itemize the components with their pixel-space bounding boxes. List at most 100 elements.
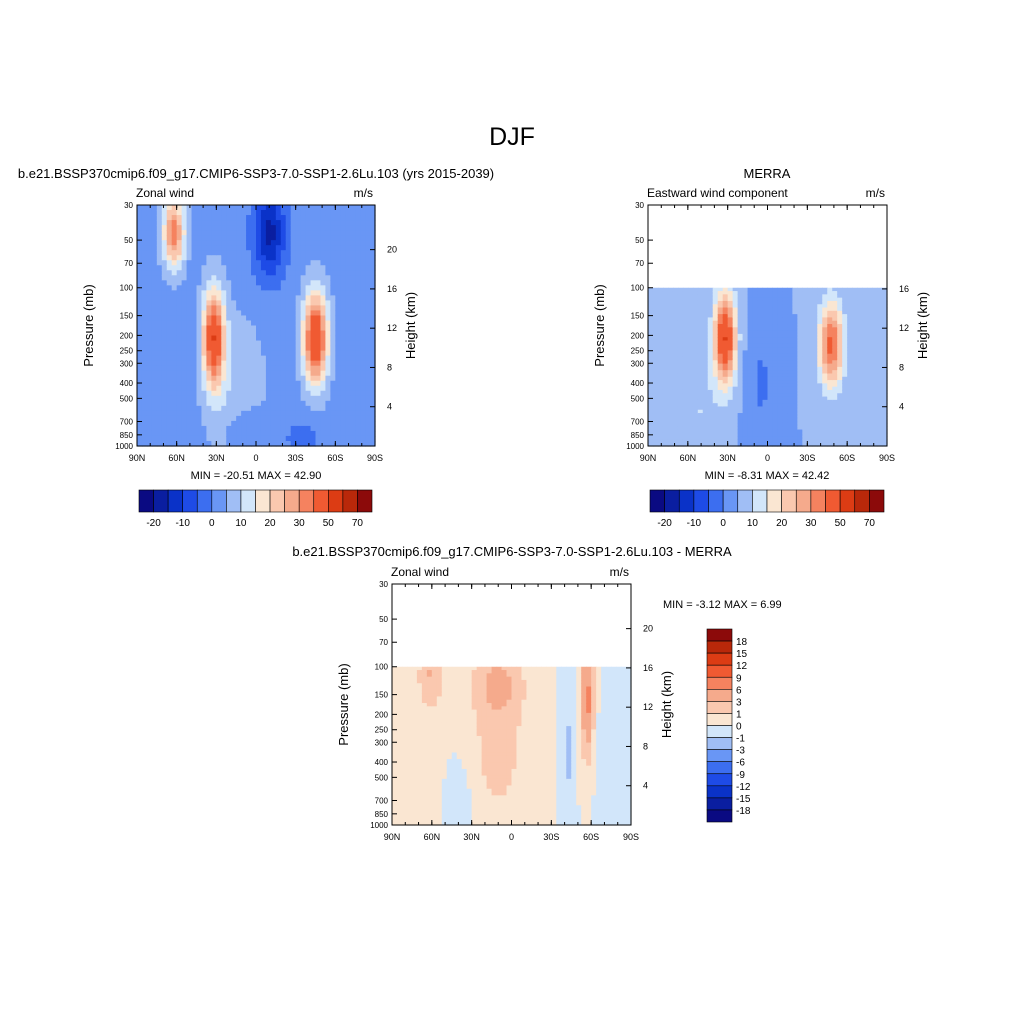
field-cell	[802, 366, 808, 371]
y-tick-label: 30	[635, 201, 644, 210]
field-cell	[161, 365, 168, 372]
field-cell	[231, 210, 237, 216]
field-cell	[762, 294, 769, 299]
field-cell	[251, 260, 257, 266]
field-cell	[662, 337, 669, 342]
field-cell	[270, 220, 277, 226]
field-cell	[211, 430, 217, 437]
left-string: Zonal wind	[136, 186, 194, 200]
field-cell	[712, 337, 719, 342]
field-cell	[251, 250, 257, 256]
field-cell	[141, 220, 148, 226]
field-cell	[882, 291, 888, 295]
field-cell	[747, 439, 754, 444]
field-cell	[862, 294, 868, 299]
field-cell	[862, 373, 868, 378]
field-cell	[295, 365, 302, 372]
field-cell	[211, 415, 217, 422]
field-cell	[727, 380, 734, 384]
field-cell	[270, 295, 277, 301]
field-cell	[226, 390, 232, 397]
field-cell	[315, 300, 322, 307]
field-cell	[171, 215, 178, 221]
field-cell	[246, 305, 252, 312]
field-cell	[270, 310, 277, 317]
field-cell	[246, 265, 252, 271]
field-cell	[236, 290, 242, 296]
field-cell	[842, 304, 848, 309]
field-cell	[330, 295, 336, 301]
field-cell	[717, 442, 724, 447]
field-cell	[360, 330, 366, 337]
field-cell	[652, 413, 659, 417]
field-cell	[857, 297, 863, 302]
field-cell	[752, 356, 759, 361]
field-cell	[732, 366, 739, 371]
field-cell	[737, 426, 744, 431]
field-cell	[285, 410, 292, 417]
field-cell	[742, 429, 749, 434]
field-cell	[345, 295, 351, 301]
field-cell	[285, 425, 292, 432]
field-cell	[256, 250, 262, 256]
field-cell	[260, 405, 267, 412]
field-cell	[295, 375, 302, 382]
field-cell	[787, 320, 793, 325]
field-cell	[717, 416, 724, 421]
field-cell	[857, 376, 863, 381]
field-cell	[401, 696, 408, 701]
field-cell	[151, 410, 158, 417]
field-cell	[300, 260, 307, 266]
field-cell	[196, 320, 203, 327]
field-cell	[260, 255, 267, 261]
field-cell	[717, 324, 724, 328]
field-cell	[285, 320, 292, 327]
field-cell	[752, 291, 759, 295]
field-cell	[657, 432, 664, 437]
field-cell	[231, 430, 237, 437]
field-cell	[812, 386, 818, 391]
field-cell	[712, 287, 719, 292]
field-cell	[807, 409, 813, 414]
field-cell	[392, 805, 398, 810]
field-cell	[877, 360, 883, 365]
field-cell	[260, 430, 267, 437]
field-cell	[782, 347, 789, 351]
field-cell	[236, 355, 242, 362]
field-cell	[852, 343, 858, 348]
field-cell	[295, 420, 302, 427]
field-cell	[687, 380, 694, 384]
field-cell	[226, 300, 232, 307]
field-cell	[355, 360, 361, 367]
field-cell	[747, 350, 754, 355]
field-cell	[817, 413, 823, 417]
field-cell	[677, 436, 684, 441]
field-cell	[241, 325, 247, 332]
field-cell	[141, 410, 148, 417]
field-cell	[792, 439, 798, 444]
field-cell	[687, 356, 694, 361]
field-cell	[325, 315, 331, 322]
field-cell	[151, 400, 158, 407]
field-cell	[350, 360, 356, 367]
field-cell	[216, 245, 222, 251]
field-cell	[181, 385, 188, 392]
field-cell	[792, 383, 798, 388]
field-cell	[677, 383, 684, 388]
field-cell	[315, 340, 322, 347]
field-cell	[280, 415, 287, 422]
field-cell	[867, 304, 873, 309]
field-cell	[817, 347, 823, 351]
field-cell	[181, 340, 188, 347]
field-cell	[702, 320, 709, 325]
field-cell	[285, 245, 292, 251]
field-cell	[847, 300, 853, 305]
field-cell	[141, 270, 148, 276]
field-cell	[285, 380, 292, 387]
field-cell	[687, 403, 694, 408]
field-cell	[722, 294, 729, 299]
field-cell	[365, 440, 371, 447]
field-cell	[206, 265, 212, 271]
field-cell	[832, 291, 838, 295]
field-cell	[211, 300, 217, 307]
